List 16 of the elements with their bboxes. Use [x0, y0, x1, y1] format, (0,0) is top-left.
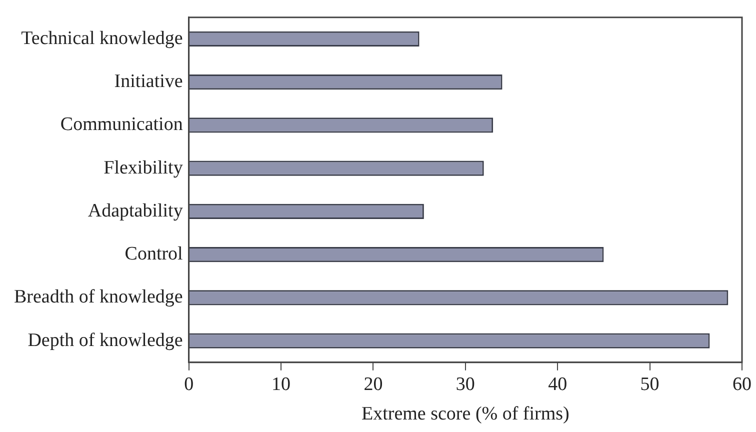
x-tick-label: 0: [184, 374, 194, 395]
y-tick-label: Depth of knowledge: [28, 330, 183, 351]
x-tick-label: 30: [456, 374, 475, 395]
x-axis-title: Extreme score (% of firms): [361, 404, 570, 425]
y-tick-label: Control: [124, 244, 183, 265]
y-tick-label: Communication: [60, 114, 184, 136]
x-tick-label: 20: [364, 374, 383, 395]
y-tick-label: Initiative: [114, 71, 183, 92]
x-tick-label: 60: [732, 374, 752, 395]
y-tick-label: Breadth of knowledge: [14, 286, 183, 308]
x-tick-label: 10: [272, 374, 291, 395]
y-tick-label: Flexibility: [104, 157, 184, 178]
x-tick-label: 40: [548, 374, 568, 395]
y-tick-label: Adaptability: [88, 200, 184, 222]
y-tick-label: Technical knowledge: [21, 28, 183, 49]
x-tick-label: 50: [640, 374, 660, 395]
